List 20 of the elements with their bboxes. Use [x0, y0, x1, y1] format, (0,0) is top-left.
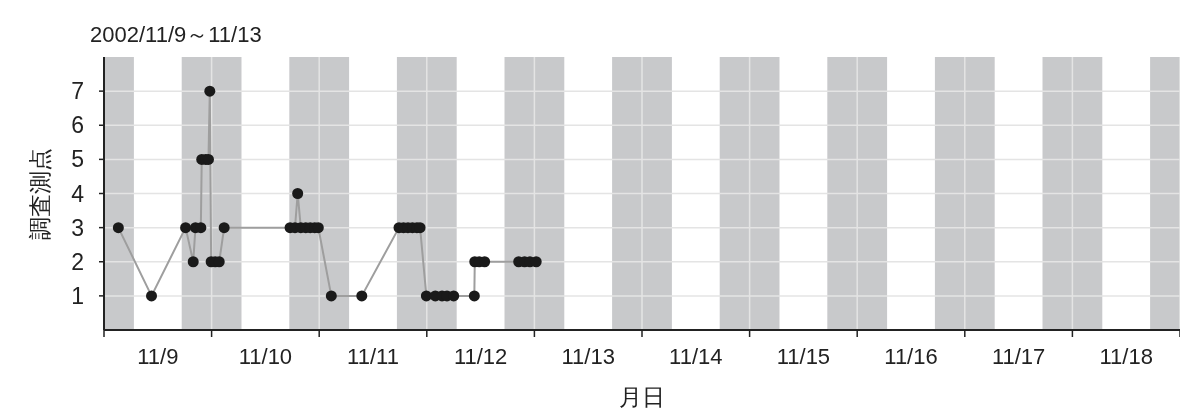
- y-tick-label: 5: [71, 146, 84, 173]
- x-axis-title: 月日: [619, 384, 665, 410]
- x-tick-label: 11/16: [884, 344, 938, 369]
- x-tick-label: 11/14: [669, 344, 723, 369]
- y-tick-label: 2: [71, 248, 84, 275]
- y-tick-label: 6: [71, 112, 84, 139]
- x-tick-label: 11/9: [137, 344, 179, 369]
- x-tick-label: 11/12: [453, 344, 508, 369]
- x-tick-label: 11/17: [991, 344, 1046, 369]
- x-tick-label: 11/15: [776, 344, 831, 369]
- y-tick-label: 7: [71, 78, 84, 105]
- x-tick-label: 11/11: [347, 344, 399, 369]
- x-tick-label: 11/13: [561, 344, 615, 369]
- chart-title: 2002/11/9～11/13: [90, 22, 262, 47]
- y-tick-label: 1: [71, 282, 84, 309]
- y-axis-title: 調査測点: [27, 147, 53, 240]
- x-tick-label: 11/10: [238, 344, 293, 369]
- y-tick-label: 4: [71, 180, 85, 207]
- y-tick-label: 3: [71, 214, 84, 241]
- x-tick-label: 11/18: [1099, 344, 1153, 369]
